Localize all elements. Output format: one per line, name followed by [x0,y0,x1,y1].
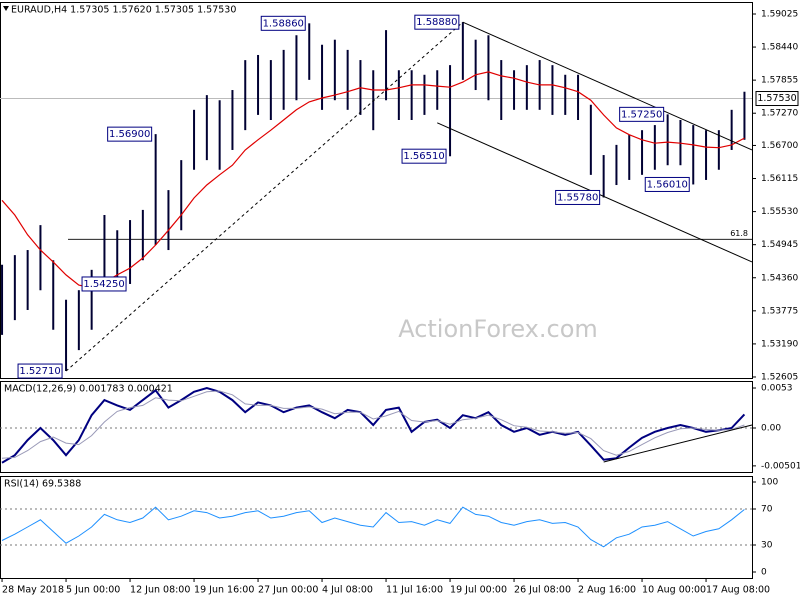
price-annotation-box [619,106,665,122]
price-annotation: 1.56010 [647,179,688,190]
y-tick-label: 1.54945 [761,240,798,250]
x-tick-label: 4 Jul 08:00 [322,585,373,596]
price-annotation-box [17,363,63,379]
price-annotation: 1.54250 [83,279,124,290]
indicator-line [1,506,745,548]
x-tick-label: 12 Jun 08:00 [130,585,190,596]
x-tick-label: 19 Jun 16:00 [194,585,254,596]
y-tick-label: 30 [761,540,773,550]
price-annotation: 1.55780 [557,192,598,203]
last-price-box [755,91,799,107]
x-tick-label: 11 Jul 16:00 [386,585,443,596]
trend-line [65,21,464,372]
price-annotation: 1.52710 [19,366,60,377]
trend-line [603,424,753,463]
y-tick-label: 0.00 [761,424,781,434]
pane-border [0,2,753,379]
x-tick-label: 5 Jun 00:00 [66,585,120,596]
y-tick-label: 1.53775 [761,306,798,316]
y-tick-label: -0.005018 [761,461,800,471]
y-tick-label: 1.56115 [761,174,798,184]
y-tick-label: 70 [761,505,773,515]
x-tick-label: 17 Aug 08:00 [706,585,770,596]
price-annotation-box [644,176,690,192]
menu-arrow [3,6,9,11]
y-tick-label: 1.52605 [761,372,798,382]
x-tick-label: 26 Jul 08:00 [514,585,571,596]
x-tick-label: 2 Aug 16:00 [578,585,636,596]
y-tick-label: 1.56700 [761,141,798,151]
fib-level-label: 61.8 [730,229,748,238]
x-tick-label: 19 Jul 00:00 [450,585,507,596]
price-annotation-box [555,189,601,205]
price-annotation-box [81,276,127,292]
price-annotation: 1.58860 [263,18,304,29]
price-annotation: 1.58880 [416,17,457,28]
y-tick-label: 1.53190 [761,339,798,349]
pane-border [0,476,753,579]
pane-title: EURAUD,H4 1.57305 1.57620 1.57305 1.5753… [11,5,236,16]
x-tick-label: 10 Aug 00:00 [642,585,706,596]
indicator-line [1,390,745,459]
last-price-label: 1.57530 [757,93,796,104]
price-annotation: 1.57250 [621,109,662,120]
x-tick-label: 27 Jun 00:00 [258,585,318,596]
price-annotation-box [260,15,306,31]
price-annotation: 1.56510 [403,151,444,162]
pane-title: RSI(14) 69.5388 [4,479,81,490]
price-annotation-box [414,14,460,30]
price-annotation-box [401,148,447,164]
y-tick-label: 1.58440 [761,43,798,53]
watermark: ActionForex.com [398,315,598,343]
pane-title: MACD(12,26,9) 0.001783 0.000421 [4,384,173,395]
y-tick-label: 100 [761,478,778,488]
price-annotation-box [107,126,153,142]
y-tick-label: 1.57855 [761,76,798,86]
y-tick-label: 0.0053 [761,384,793,394]
price-annotation: 1.56900 [109,129,150,140]
y-tick-label: 1.55530 [761,207,798,217]
y-tick-label: 1.59025 [761,9,798,19]
y-tick-label: 0 [761,567,767,577]
x-tick-label: 28 May 2018 [2,585,64,596]
moving-average [1,71,745,289]
y-tick-label: 1.57270 [761,109,798,119]
trend-line [462,21,753,151]
pane-border [0,381,753,473]
y-tick-label: 1.54360 [761,273,798,283]
